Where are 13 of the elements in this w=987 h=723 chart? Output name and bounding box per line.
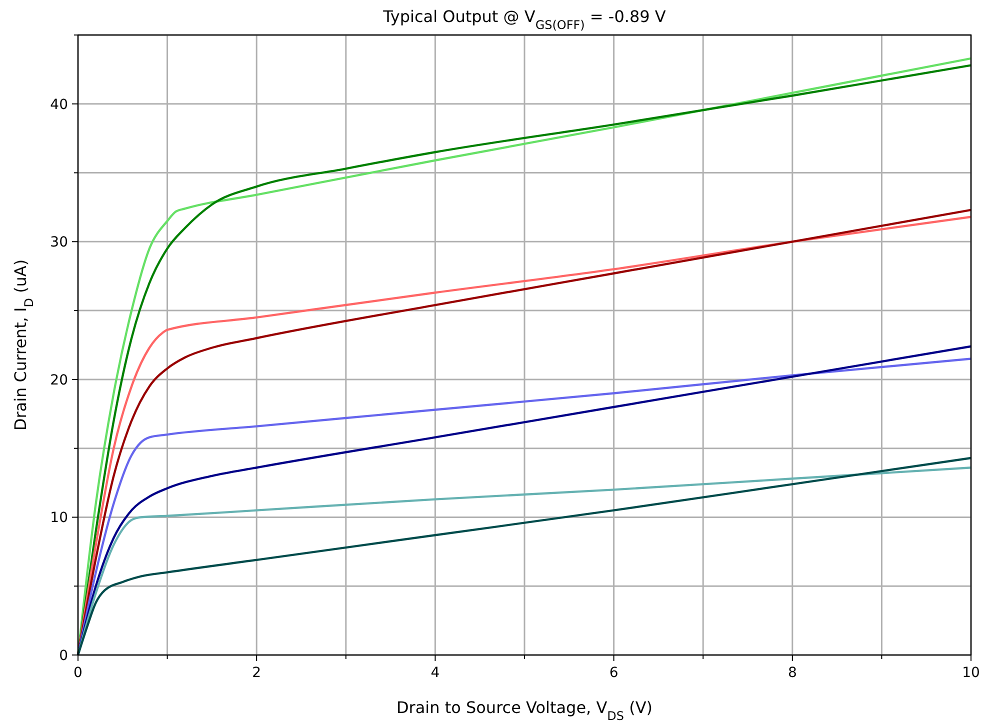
y-tick-label: 10 — [50, 510, 68, 526]
x-tick-label: 10 — [962, 665, 980, 681]
x-tick-label: 0 — [74, 665, 82, 681]
y-tick-label: 30 — [50, 234, 68, 251]
y-tick-label: 20 — [50, 372, 68, 388]
chart-title: Typical Output @ V$_{GS(OFF)}$ = -0.89 V — [382, 7, 666, 32]
x-tick-label: 8 — [788, 665, 797, 681]
x-tick-label: 6 — [609, 665, 618, 681]
x-tick-label: 4 — [430, 665, 440, 681]
y-tick-label: 40 — [50, 96, 68, 113]
y-tick-label: 0 — [59, 648, 68, 664]
x-axis-title: Drain to Source Voltage, V$_{DS}$ (V) — [396, 698, 653, 723]
x-tick-label: 2 — [252, 665, 262, 681]
